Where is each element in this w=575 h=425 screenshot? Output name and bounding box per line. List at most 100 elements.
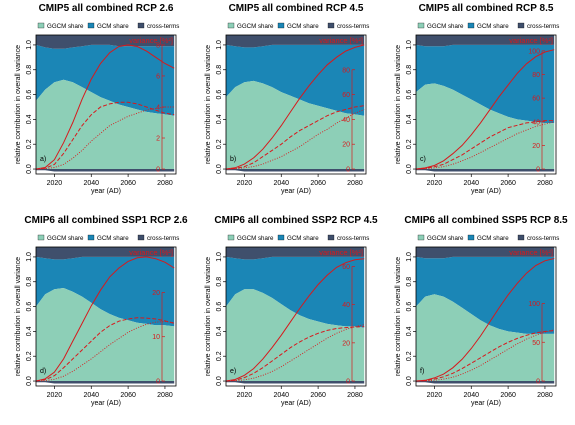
y-axis-label: relative contribution in overall varianc… bbox=[15, 257, 22, 376]
legend-swatch bbox=[227, 22, 235, 29]
y-tick-label: 1.0 bbox=[26, 252, 33, 262]
variance-ggcm-line bbox=[226, 105, 365, 170]
chart-panel-5: CMIP6 all combined SSP2 RCP 4.5 GGCM shar… bbox=[205, 215, 378, 407]
x-tick-label: 2080 bbox=[347, 392, 363, 399]
legend-label: cross-terms bbox=[527, 235, 559, 242]
variance-tick-label: 100 bbox=[528, 301, 540, 308]
chart-panel-6: CMIP6 all combined SSP5 RCP 8.5 GGCM shar… bbox=[395, 215, 568, 407]
variance-ggcm-line bbox=[416, 330, 555, 382]
variance-tick-label: 0 bbox=[156, 379, 160, 386]
x-tick-label: 2040 bbox=[83, 180, 99, 187]
x-tick-label: 2060 bbox=[310, 180, 326, 187]
y-tick-label: 0.2 bbox=[216, 139, 223, 149]
y-tick-label: 0.8 bbox=[26, 277, 33, 287]
x-axis-label: year (AD) bbox=[471, 188, 501, 195]
cross-terms-area bbox=[226, 381, 365, 384]
y-tick-label: 0.8 bbox=[216, 65, 223, 75]
variance-label: variance [%²] bbox=[319, 248, 363, 257]
gcm-share-area bbox=[36, 256, 175, 327]
x-tick-label: 2040 bbox=[273, 180, 289, 187]
legend-label: GGCM share bbox=[427, 23, 464, 30]
x-tick-label: 2040 bbox=[463, 180, 479, 187]
variance-tick-label: 0 bbox=[536, 167, 540, 174]
variance-gcm-line bbox=[226, 109, 365, 170]
y-tick-label: 0.2 bbox=[406, 351, 413, 361]
cross-terms-area bbox=[416, 381, 555, 384]
plot-area bbox=[36, 35, 175, 172]
cross-terms-area bbox=[226, 169, 365, 172]
legend-label: GGCM share bbox=[427, 235, 464, 242]
legend-label: cross-terms bbox=[527, 23, 559, 30]
legend-label: GCM share bbox=[97, 235, 129, 242]
x-tick-label: 2040 bbox=[83, 392, 99, 399]
legend-swatch bbox=[277, 22, 285, 29]
ggcm-share-area bbox=[36, 79, 175, 169]
y-tick-label: 0.6 bbox=[26, 90, 33, 100]
legend-label: cross-terms bbox=[147, 235, 179, 242]
variance-ggcm-line bbox=[226, 326, 365, 382]
chart-panel-1: CMIP5 all combined RCP 2.6 GGCM share GCM … bbox=[15, 3, 179, 195]
legend-swatch bbox=[517, 22, 525, 29]
variance-ggcm-line bbox=[36, 101, 175, 170]
legend-swatch bbox=[277, 234, 285, 241]
variance-tick-label: 100 bbox=[528, 48, 540, 55]
panel-title: CMIP6 all combined SSP2 RCP 4.5 bbox=[214, 215, 378, 226]
panel-label: c) bbox=[420, 156, 426, 163]
panel-title: CMIP5 all combined RCP 2.6 bbox=[39, 3, 174, 14]
panel-label: f) bbox=[420, 368, 424, 375]
y-tick-label: 0.8 bbox=[406, 277, 413, 287]
variance-tick-label: 0 bbox=[346, 167, 350, 174]
variance-tick-label: 20 bbox=[152, 290, 160, 297]
legend-swatch bbox=[517, 234, 525, 241]
panel-label: a) bbox=[40, 156, 46, 163]
legend-swatch bbox=[467, 22, 475, 29]
plot-frame bbox=[415, 34, 557, 175]
y-tick-label: 1.0 bbox=[216, 252, 223, 262]
y-tick-label: 1.0 bbox=[216, 40, 223, 50]
variance-tick-label: 0 bbox=[346, 379, 350, 386]
legend-swatch bbox=[327, 22, 335, 29]
variance-tick-label: 80 bbox=[342, 67, 350, 74]
ggcm-share-area bbox=[416, 294, 555, 381]
variance-tick-label: 20 bbox=[532, 143, 540, 150]
x-tick-label: 2080 bbox=[537, 392, 553, 399]
panel-title: CMIP5 all combined RCP 4.5 bbox=[229, 3, 364, 14]
cross-terms-upper-area bbox=[416, 35, 555, 47]
panel-title: CMIP5 all combined RCP 8.5 bbox=[419, 3, 554, 14]
variance-tick-label: 10 bbox=[152, 334, 160, 341]
variance-tick-label: 20 bbox=[342, 142, 350, 149]
x-tick-label: 2080 bbox=[537, 180, 553, 187]
legend-swatch bbox=[87, 234, 95, 241]
x-tick-label: 2060 bbox=[500, 180, 516, 187]
legend-label: cross-terms bbox=[147, 23, 179, 30]
plot-frame bbox=[225, 34, 367, 175]
cross-terms-upper-area bbox=[226, 35, 365, 48]
variance-tick-label: 8 bbox=[156, 42, 160, 49]
legend-swatch bbox=[327, 234, 335, 241]
y-tick-label: 0.6 bbox=[406, 90, 413, 100]
variance-total-line bbox=[416, 49, 555, 170]
panel-label: e) bbox=[230, 368, 236, 375]
y-tick-label: 0.2 bbox=[216, 351, 223, 361]
plot-area bbox=[226, 35, 365, 172]
variance-gcm-line bbox=[416, 329, 555, 382]
variance-tick-label: 40 bbox=[342, 117, 350, 124]
variance-tick-label: 0 bbox=[156, 167, 160, 174]
x-tick-label: 2080 bbox=[157, 392, 173, 399]
legend-swatch bbox=[37, 234, 45, 241]
variance-total-line bbox=[226, 44, 365, 170]
variance-total-line bbox=[36, 256, 175, 382]
legend-label: GGCM share bbox=[237, 23, 274, 30]
variance-label: variance [%²] bbox=[509, 36, 553, 45]
variance-tick-label: 20 bbox=[342, 340, 350, 347]
y-tick-label: 0.4 bbox=[406, 114, 413, 124]
x-tick-label: 2020 bbox=[47, 180, 63, 187]
x-tick-label: 2020 bbox=[237, 180, 253, 187]
x-tick-label: 2020 bbox=[237, 392, 253, 399]
cross-terms-upper-area bbox=[36, 247, 175, 260]
plot-frame bbox=[35, 34, 177, 175]
y-tick-label: 0.4 bbox=[216, 326, 223, 336]
y-axis-label: relative contribution in overall varianc… bbox=[205, 45, 212, 164]
cross-terms-area bbox=[36, 169, 175, 172]
